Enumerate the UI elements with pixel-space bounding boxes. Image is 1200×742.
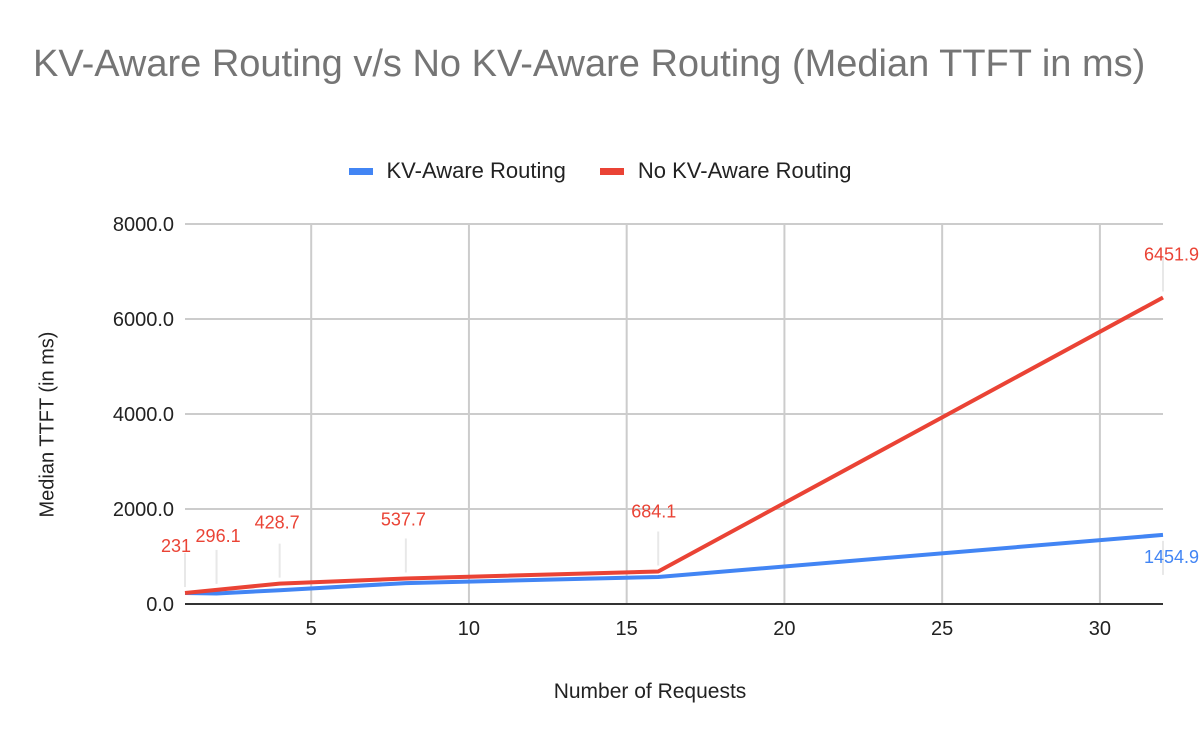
data-label: 296.1 — [196, 526, 241, 546]
data-label: 6451.9 — [1144, 245, 1199, 265]
data-label: 684.1 — [631, 502, 676, 522]
x-tick-label: 30 — [1089, 618, 1111, 640]
y-tick-label: 8000.0 — [113, 214, 174, 236]
legend-item-kv-aware[interactable]: KV-Aware Routing — [348, 158, 566, 184]
data-label: 231 — [161, 536, 191, 556]
data-label: 537.7 — [381, 509, 426, 529]
data-label: 1454.9 — [1144, 547, 1199, 567]
chart-title: KV-Aware Routing v/s No KV-Aware Routing… — [33, 43, 1146, 85]
x-tick-label: 15 — [616, 618, 638, 640]
x-tick-label: 20 — [773, 618, 795, 640]
y-tick-label: 2000.0 — [113, 499, 174, 521]
legend-label: KV-Aware Routing — [386, 158, 566, 183]
legend-label: No KV-Aware Routing — [637, 158, 852, 183]
y-tick-label: 6000.0 — [113, 309, 174, 331]
x-tick-label: 25 — [931, 618, 953, 640]
legend-item-no-kv-aware[interactable]: No KV-Aware Routing — [599, 158, 852, 184]
legend: KV-Aware Routing No KV-Aware Routing — [0, 158, 1200, 184]
data-label: 428.7 — [255, 513, 300, 533]
x-tick-label: 5 — [306, 618, 317, 640]
y-tick-label: 4000.0 — [113, 404, 174, 426]
y-tick-label: 0.0 — [146, 594, 174, 616]
series-line — [184, 295, 1164, 595]
legend-swatch-red-icon — [599, 167, 624, 175]
series-line — [184, 532, 1164, 596]
legend-swatch-blue-icon — [348, 167, 373, 175]
x-tick-label: 10 — [458, 618, 480, 640]
x-axis-label: Number of Requests — [553, 680, 747, 703]
